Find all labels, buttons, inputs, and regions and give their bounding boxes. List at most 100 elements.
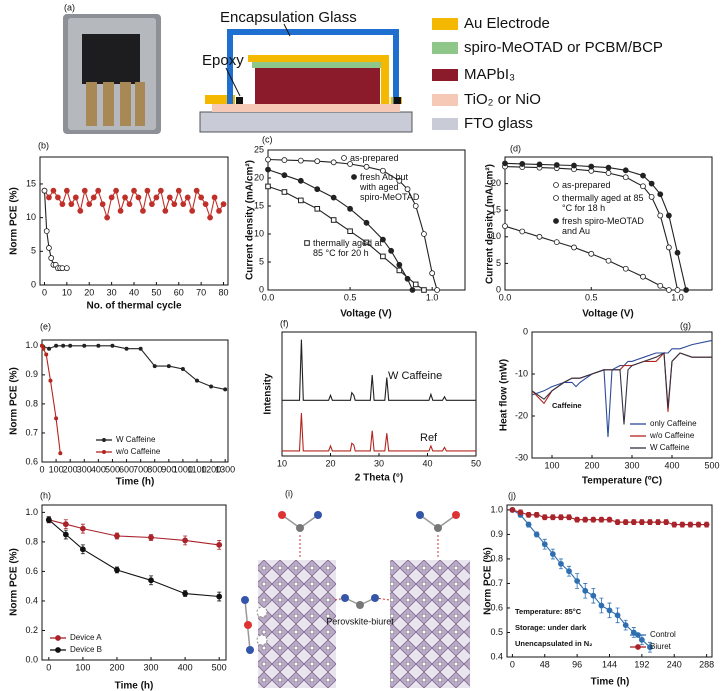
marker: [190, 208, 195, 213]
legend-label: W Caffeine: [116, 435, 156, 444]
y-tick-label: 0.4: [25, 595, 38, 605]
marker: [80, 526, 85, 531]
x-tick-label: 60: [174, 287, 184, 297]
marker: [140, 208, 145, 213]
marker: [82, 188, 87, 193]
marker: [46, 517, 51, 522]
panel-label: (c): [262, 134, 273, 144]
panel-label: (b): [38, 140, 49, 150]
marker: [62, 344, 65, 347]
series-label: as-prepared: [562, 180, 652, 190]
annotation: Temperature: 85°C: [515, 607, 582, 616]
legend-label: TiO₂ or NiO: [464, 91, 541, 108]
annotation: Unencapsulated in N₂: [515, 639, 593, 648]
marker: [183, 538, 188, 543]
marker: [554, 219, 559, 224]
marker: [672, 522, 677, 527]
legend-label: Device B: [70, 645, 102, 654]
device-schematic: [200, 32, 412, 132]
x-tick-label: 40: [422, 458, 432, 468]
marker: [503, 224, 508, 229]
marker: [331, 218, 336, 223]
y-axis-label: Intensity: [263, 373, 274, 415]
legend-label: FTO glass: [464, 115, 533, 132]
marker: [64, 188, 69, 193]
y-tick-label: -20: [515, 410, 528, 420]
marker: [623, 623, 628, 628]
y-axis-label: Norm PCE (%): [9, 187, 20, 255]
marker: [348, 229, 353, 234]
marker: [114, 188, 119, 193]
caption: Perovskite-biuret: [326, 616, 394, 626]
marker: [149, 578, 154, 583]
x-tick-label: 1.0: [671, 292, 684, 302]
marker: [572, 163, 577, 168]
marker: [636, 645, 641, 650]
marker: [132, 188, 137, 193]
marker: [91, 195, 96, 200]
marker: [331, 195, 336, 200]
marker: [641, 274, 646, 279]
marker: [397, 268, 402, 273]
y-tick-label: 10: [26, 212, 36, 222]
marker: [550, 515, 555, 520]
marker: [704, 522, 709, 527]
series-line: [532, 353, 712, 424]
y-tick-label: 0.9: [25, 369, 38, 379]
marker: [675, 288, 680, 293]
plot-frame: [282, 332, 476, 456]
marker: [623, 175, 628, 180]
marker: [154, 195, 159, 200]
marker: [583, 588, 588, 593]
y-tick-label: 0: [523, 326, 528, 336]
label-box: fresh Au but with aged spiro-MeOTAD: [360, 172, 422, 222]
marker: [410, 288, 415, 293]
x-tick-label: 70: [196, 287, 206, 297]
x-axis-label: Temperature (ºC): [582, 476, 662, 487]
plot-frame: [507, 505, 712, 657]
marker: [615, 520, 620, 525]
x-tick-label: 50: [151, 287, 161, 297]
marker: [163, 208, 168, 213]
marker: [567, 569, 572, 574]
y-tick-label: 0: [496, 284, 501, 294]
panel-label: (e): [40, 321, 51, 331]
x-tick-label: 700: [133, 464, 148, 474]
marker: [591, 593, 596, 598]
x-axis-label: Time (h): [116, 477, 155, 488]
marker: [69, 344, 72, 347]
marker: [209, 385, 212, 388]
marker: [105, 215, 110, 220]
etl-layer: [212, 104, 400, 112]
marker: [688, 522, 693, 527]
marker: [149, 535, 154, 540]
marker: [183, 591, 188, 596]
x-tick-label: 300: [624, 460, 639, 470]
marker: [589, 164, 594, 169]
panel-label: (i): [285, 488, 293, 498]
y-tick-label: 25: [254, 144, 264, 154]
panel-label: (a): [64, 2, 75, 12]
marker: [266, 167, 271, 172]
series-label: thermally aged at 85 °C for 20 h: [313, 238, 391, 258]
series-line: [282, 413, 476, 451]
y-tick-label: 0.8: [25, 398, 38, 408]
legend-swatch: [432, 94, 458, 106]
marker: [149, 202, 154, 207]
y-tick-label: -10: [515, 368, 528, 378]
marker: [217, 594, 222, 599]
marker: [575, 517, 580, 522]
marker: [558, 515, 563, 520]
x-axis-label: Voltage (V): [582, 309, 633, 320]
marker: [526, 522, 531, 527]
marker: [658, 283, 663, 288]
x-tick-label: 400: [91, 464, 106, 474]
marker: [607, 608, 612, 613]
x-tick-label: 0: [46, 662, 51, 672]
marker: [172, 202, 177, 207]
x-tick-label: 200: [109, 662, 124, 672]
x-tick-label: 300: [144, 662, 159, 672]
marker: [599, 517, 604, 522]
marker: [554, 240, 559, 245]
x-tick-label: 10: [277, 458, 287, 468]
